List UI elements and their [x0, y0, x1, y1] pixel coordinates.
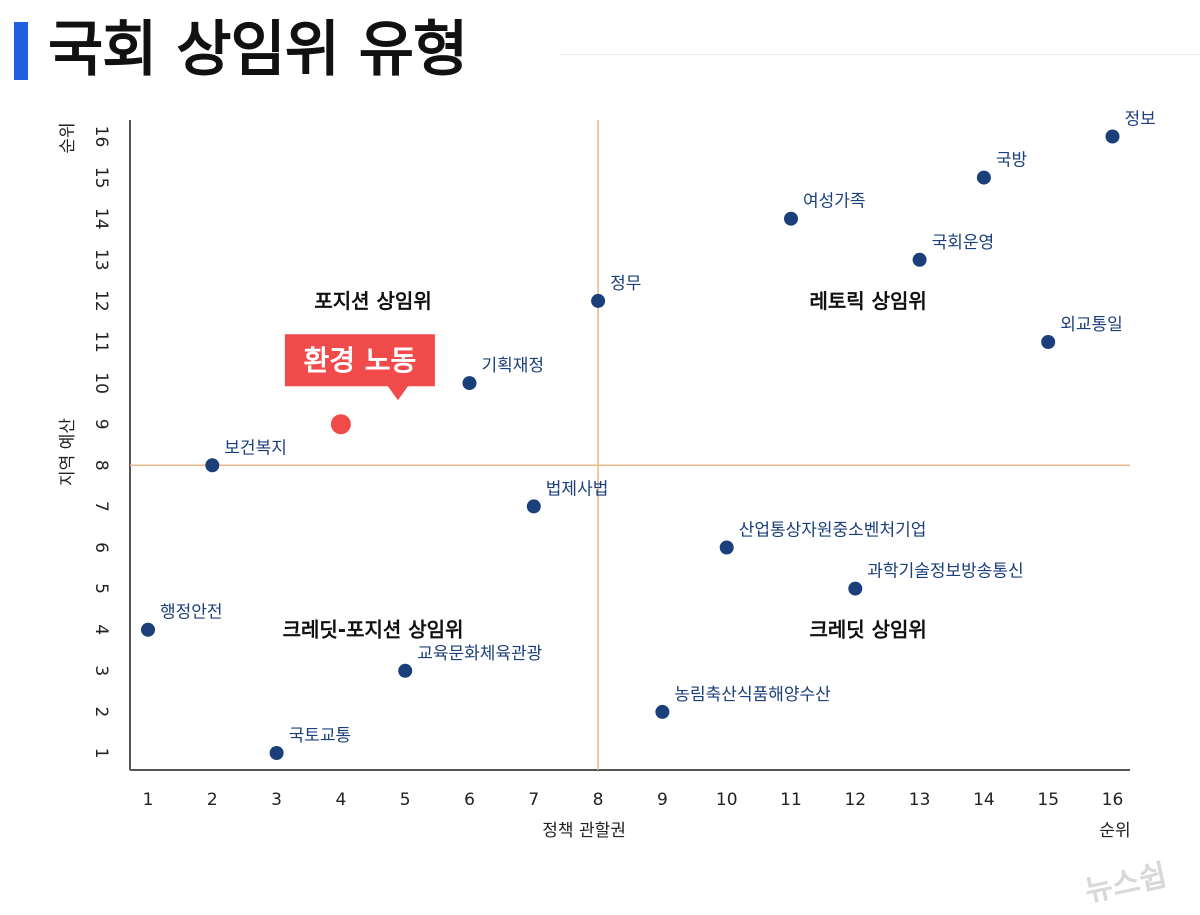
y-tick-label: 7 [91, 501, 111, 512]
x-tick-label: 14 [973, 790, 995, 810]
title-divider [560, 54, 1200, 55]
page-title: 국회 상임위 유형 [48, 15, 468, 85]
data-point-label: 산업통상자원중소벤처기업 [739, 521, 927, 541]
data-point [269, 746, 284, 760]
data-point [784, 211, 798, 226]
quadrant-label: 레토릭 상임위 [809, 289, 926, 313]
y-tick-label: 2 [91, 706, 111, 717]
x-tick-label: 9 [657, 790, 668, 810]
quadrant-label: 포지션 상임위 [314, 289, 431, 313]
data-point-label: 교육문화체육관광 [417, 644, 542, 664]
x-tick-label: 15 [1037, 790, 1059, 810]
y-tick-label: 11 [91, 331, 111, 353]
x-tick-label: 4 [335, 790, 346, 810]
data-point-label: 보건복지 [224, 438, 287, 458]
highlight-callout-bubble [284, 334, 435, 401]
x-tick-label: 16 [1102, 790, 1124, 810]
data-point [205, 458, 220, 473]
y-tick-label: 9 [91, 419, 111, 430]
x-axis-title: 정책 관할권 [542, 821, 626, 841]
data-point-label: 국토교통 [289, 726, 352, 746]
data-point [526, 499, 541, 514]
quadrant-label: 크레딧 상임위 [809, 618, 926, 642]
x-tick-label: 6 [464, 790, 475, 810]
data-point-label: 외교통일 [1060, 315, 1123, 335]
x-tick-label: 3 [271, 790, 282, 810]
data-point-label: 과학기술정보방송통신 [867, 562, 1023, 582]
quadrant-label: 크레딧-포지션 상임위 [283, 618, 464, 642]
data-point [719, 540, 734, 555]
data-point-label: 행정안전 [160, 603, 223, 623]
data-point [848, 581, 863, 596]
x-tick-label: 10 [716, 790, 738, 810]
y-tick-label: 16 [91, 126, 111, 148]
y-tick-label: 13 [91, 249, 111, 271]
data-point [976, 170, 991, 185]
y-tick-label: 10 [91, 372, 111, 394]
data-point-label: 국방 [996, 151, 1028, 171]
data-point-label: 농림축산식품해양수산 [674, 685, 831, 705]
y-tick-label: 15 [91, 167, 111, 189]
x-tick-label: 13 [909, 790, 931, 810]
x-tick-label: 5 [400, 790, 411, 810]
y-axis-rank-label: 순위 [58, 122, 78, 153]
y-tick-label: 1 [91, 748, 111, 759]
x-tick-label: 7 [528, 790, 539, 810]
y-tick-label: 3 [91, 665, 111, 676]
data-point [1105, 129, 1120, 144]
data-point [141, 622, 155, 637]
data-point-label: 여성가족 [803, 192, 866, 212]
data-point [462, 376, 477, 391]
watermark-logo: 뉴스쉽 [1082, 858, 1170, 909]
data-point-label: 법제사법 [546, 479, 609, 499]
highlight-point [330, 414, 351, 435]
y-tick-label: 12 [91, 290, 111, 312]
data-point [398, 663, 413, 678]
data-point [591, 293, 606, 308]
y-tick-label: 6 [91, 542, 111, 553]
y-tick-label: 4 [91, 624, 111, 635]
y-tick-label: 8 [91, 460, 111, 471]
y-tick-label: 5 [91, 583, 111, 594]
x-tick-label: 1 [143, 790, 154, 810]
data-point-label: 기획재정 [482, 356, 545, 376]
x-tick-label: 2 [207, 790, 218, 810]
y-axis-title: 지역 예산 [58, 418, 78, 486]
data-point-label: 국회운영 [932, 233, 995, 253]
x-tick-label: 12 [844, 790, 866, 810]
data-point-label: 정무 [610, 274, 641, 294]
data-point [912, 252, 927, 267]
highlight-callout-label: 환경 노동 [304, 344, 417, 377]
y-tick-label: 14 [91, 208, 111, 230]
x-tick-label: 11 [780, 790, 802, 810]
x-axis-rank-label: 순위 [1099, 821, 1130, 841]
data-point [1041, 335, 1056, 349]
title-accent-bar [14, 22, 28, 80]
x-tick-label: 8 [593, 790, 604, 810]
data-point [655, 704, 670, 719]
data-point-label: 정보 [1125, 110, 1156, 130]
